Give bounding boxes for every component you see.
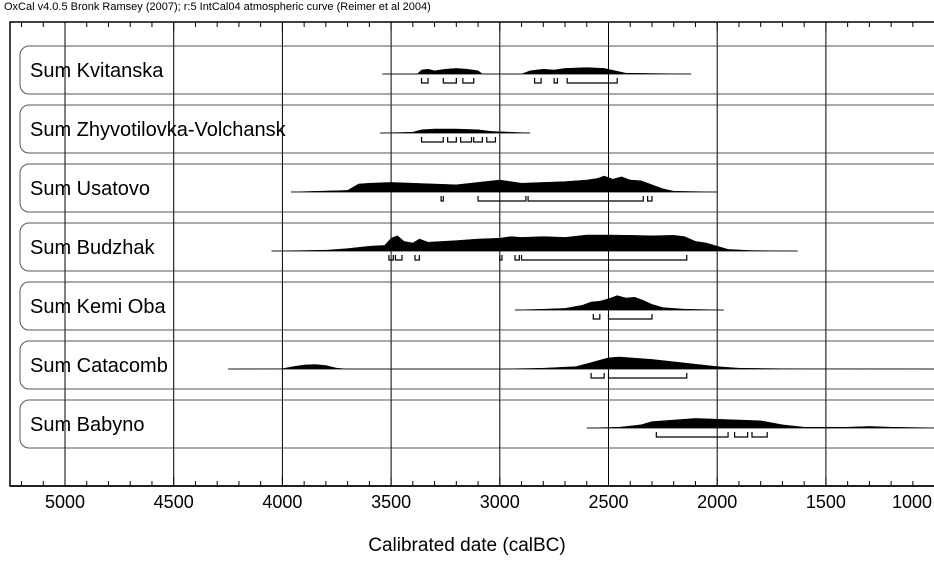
x-tick-label: 2000 bbox=[697, 492, 737, 512]
hpd-range-bracket bbox=[751, 432, 768, 438]
x-tick-label: 3000 bbox=[480, 492, 520, 512]
hpd-range-bracket bbox=[486, 137, 497, 143]
hpd-range-bracket bbox=[607, 314, 653, 320]
hpd-range-bracket bbox=[566, 78, 618, 84]
probability-distribution bbox=[380, 128, 531, 134]
hpd-range-bracket bbox=[533, 78, 542, 84]
hpd-range-bracket bbox=[733, 432, 749, 438]
chart-row: Sum Usatovo bbox=[19, 163, 934, 213]
hpd-range-bracket bbox=[420, 137, 444, 143]
header-text: OxCal v4.0.5 Bronk Ramsey (2007); r:5 In… bbox=[4, 1, 431, 13]
hpd-range-bracket bbox=[447, 137, 457, 143]
chart-row: Sum Budzhak bbox=[19, 222, 934, 272]
series-label: Sum Babyno bbox=[30, 414, 145, 436]
series-label: Sum Zhyvotilovka-Volchansk bbox=[30, 119, 287, 141]
row-box bbox=[19, 399, 934, 449]
hpd-range-bracket bbox=[592, 314, 601, 320]
probability-distribution bbox=[514, 295, 724, 311]
series-label: Sum Kvitanska bbox=[30, 60, 164, 82]
hpd-range-bracket bbox=[607, 373, 688, 379]
hpd-range-bracket bbox=[462, 78, 475, 84]
probability-distribution bbox=[586, 418, 934, 429]
probability-distribution bbox=[271, 234, 798, 252]
hpd-range-bracket bbox=[473, 137, 484, 143]
hpd-range-bracket bbox=[460, 137, 473, 143]
chart-row: Sum Kvitanska bbox=[19, 45, 934, 95]
hpd-range-bracket bbox=[647, 196, 653, 202]
series-label: Sum Catacomb bbox=[30, 355, 168, 377]
x-tick-label: 1000 bbox=[892, 492, 932, 512]
hpd-range-bracket bbox=[499, 255, 503, 261]
hpd-range-bracket bbox=[420, 78, 429, 84]
hpd-range-bracket bbox=[655, 432, 729, 438]
row-box bbox=[19, 104, 934, 154]
row-box bbox=[19, 340, 934, 390]
hpd-range-bracket bbox=[590, 373, 605, 379]
chart-row: Sum Catacomb bbox=[19, 340, 934, 390]
chart-row: Sum Babyno bbox=[19, 399, 934, 449]
x-tick-label: 1500 bbox=[806, 492, 846, 512]
hpd-range-bracket bbox=[520, 255, 688, 261]
x-axis: 5000 4500 4000 3500 3000 2500 2000 1500 1000 bbox=[10, 22, 934, 512]
chart-rows: Sum Kvitanska Sum Zhyvotilovka-Volchansk S… bbox=[19, 45, 934, 449]
hpd-range-bracket bbox=[442, 78, 457, 84]
x-tick-label: 4000 bbox=[262, 492, 302, 512]
hpd-range-bracket bbox=[553, 78, 559, 84]
series-label: Sum Kemi Oba bbox=[30, 296, 166, 318]
x-tick-label: 4500 bbox=[154, 492, 194, 512]
probability-distribution bbox=[228, 356, 934, 370]
chart-row: Sum Kemi Oba bbox=[19, 281, 934, 331]
x-tick-label: 5000 bbox=[45, 492, 85, 512]
hpd-range-bracket bbox=[394, 255, 403, 261]
x-tick-label: 3500 bbox=[371, 492, 411, 512]
row-box bbox=[19, 45, 934, 95]
probability-distribution bbox=[291, 175, 718, 193]
x-tick-label: 2500 bbox=[588, 492, 628, 512]
hpd-range-bracket bbox=[388, 255, 394, 261]
probability-distribution bbox=[382, 67, 692, 75]
x-axis-title: Calibrated date (calBC) bbox=[368, 535, 566, 556]
hpd-range-bracket bbox=[440, 196, 444, 202]
series-label: Sum Usatovo bbox=[30, 178, 150, 200]
row-box bbox=[19, 281, 934, 331]
hpd-range-bracket bbox=[514, 255, 520, 261]
chart-row: Sum Zhyvotilovka-Volchansk bbox=[19, 104, 934, 154]
hpd-range-bracket bbox=[527, 196, 644, 202]
series-label: Sum Budzhak bbox=[30, 237, 156, 259]
hpd-range-bracket bbox=[477, 196, 527, 202]
hpd-range-bracket bbox=[414, 255, 420, 261]
